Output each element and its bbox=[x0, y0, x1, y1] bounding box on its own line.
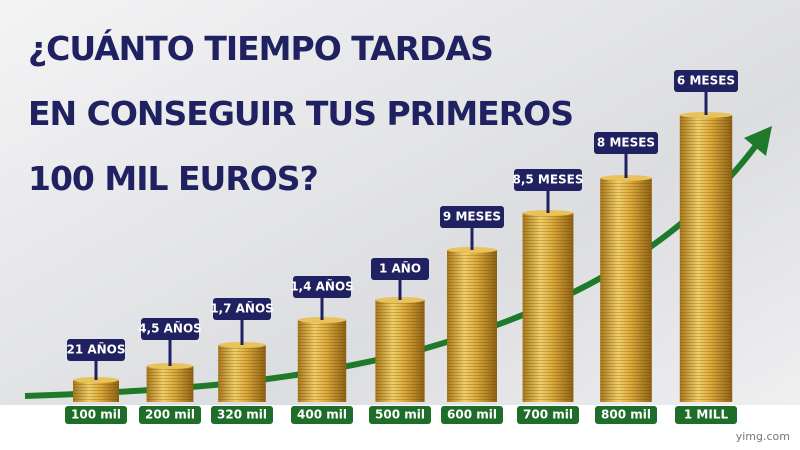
watermark: yimg.com bbox=[736, 430, 790, 443]
amount-label-box bbox=[65, 406, 127, 424]
title-line: 100 MIL EUROS? bbox=[28, 159, 318, 198]
time-label-box bbox=[141, 318, 199, 340]
coin-ridges bbox=[146, 366, 194, 402]
coin-ridges bbox=[522, 213, 574, 402]
amount-label-box bbox=[291, 406, 353, 424]
coin-ridges bbox=[447, 250, 497, 402]
amount-label: 400 mil bbox=[297, 408, 347, 422]
amount-label-box bbox=[517, 406, 579, 424]
arrow-head bbox=[744, 126, 772, 156]
coin-ridges bbox=[375, 300, 425, 402]
coin-ridges bbox=[218, 345, 266, 402]
amount-label: 600 mil bbox=[447, 408, 497, 422]
time-label: 1,4 AÑOS bbox=[290, 279, 354, 294]
amount-label: 320 mil bbox=[217, 408, 267, 422]
coin-ridges bbox=[73, 380, 119, 402]
amount-label: 500 mil bbox=[375, 408, 425, 422]
coin-ridges bbox=[679, 115, 733, 402]
time-label-box bbox=[371, 258, 429, 280]
time-label-box bbox=[440, 206, 504, 228]
time-label: 1,7 AÑOS bbox=[210, 301, 274, 316]
amount-label-box bbox=[675, 406, 737, 424]
coin-ridges bbox=[297, 320, 347, 402]
coin-ridges bbox=[600, 178, 652, 402]
amount-label-box bbox=[211, 406, 273, 424]
time-label: 8 MESES bbox=[597, 136, 655, 150]
amount-label-box bbox=[441, 406, 503, 424]
time-label: 6 MESES bbox=[677, 74, 735, 88]
time-label: 1 AÑO bbox=[379, 261, 421, 276]
time-label-box bbox=[213, 298, 271, 320]
amount-label: 200 mil bbox=[145, 408, 195, 422]
time-label: 4,5 AÑOS bbox=[138, 321, 202, 336]
title-line: ¿CUÁNTO TIEMPO TARDAS bbox=[28, 28, 493, 68]
time-label-box bbox=[293, 276, 351, 298]
amount-label: 1 MILL bbox=[684, 408, 729, 422]
amount-label-box bbox=[139, 406, 201, 424]
time-label-box bbox=[674, 70, 738, 92]
amount-label: 800 mil bbox=[601, 408, 651, 422]
title-line: EN CONSEGUIR TUS PRIMEROS bbox=[28, 94, 573, 133]
time-label-box bbox=[67, 339, 125, 361]
amount-label: 700 mil bbox=[523, 408, 573, 422]
amount-label-box bbox=[595, 406, 657, 424]
time-label: 8,5 MESES bbox=[512, 173, 583, 187]
time-label: 9 MESES bbox=[443, 210, 501, 224]
amount-label: 100 mil bbox=[71, 408, 121, 422]
time-label: 21 AÑOS bbox=[66, 342, 125, 357]
time-label-box bbox=[514, 169, 582, 191]
amount-label-box bbox=[369, 406, 431, 424]
time-label-box bbox=[594, 132, 658, 154]
